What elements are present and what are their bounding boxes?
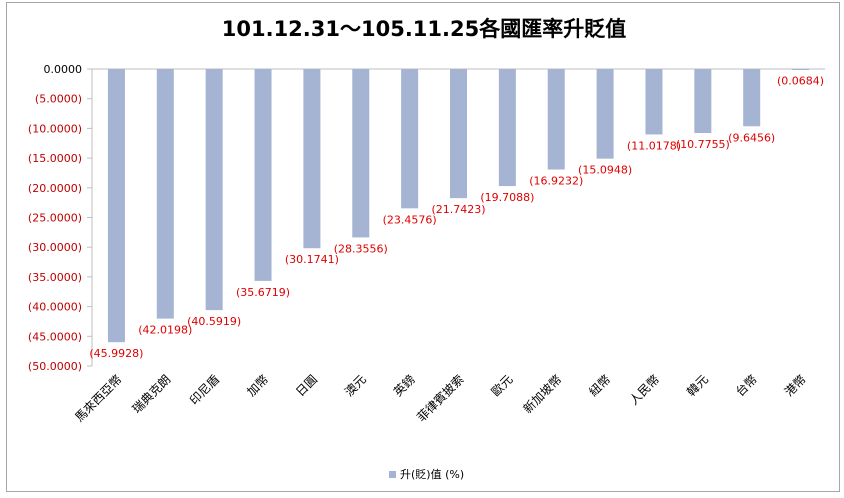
y-tick-label: (5.0000) <box>35 93 82 106</box>
data-label: (15.0948) <box>578 164 632 177</box>
category-label: 日圓 <box>293 372 320 399</box>
y-tick-label: (20.0000) <box>28 182 82 195</box>
data-label: (11.0178) <box>627 139 681 152</box>
bar <box>596 69 614 159</box>
bar <box>792 69 810 70</box>
y-tick-label: 0.0000 <box>44 63 83 76</box>
category-label: 台幣 <box>732 372 760 400</box>
bar <box>401 69 419 209</box>
chart-frame: 101.12.31～105.11.25各國匯率升貶值 0.0000 (5.0000… <box>6 2 840 492</box>
category-label: 韓元 <box>684 372 711 399</box>
bar <box>254 69 272 281</box>
category-label: 人民幣 <box>627 372 662 407</box>
data-label: (16.9232) <box>529 175 583 188</box>
y-tick-label: (35.0000) <box>28 271 82 284</box>
data-label: (45.9928) <box>89 347 143 360</box>
category-label: 馬來西亞幣 <box>72 372 124 424</box>
data-label: (35.6719) <box>236 286 290 299</box>
bar <box>645 69 663 135</box>
bar <box>450 69 467 199</box>
y-tick-label: (40.0000) <box>28 301 82 314</box>
category-label: 歐元 <box>488 372 516 400</box>
y-tick-label: (25.0000) <box>28 212 82 225</box>
bar <box>303 69 321 249</box>
category-label: 加幣 <box>244 372 271 399</box>
y-tick-label: (10.0000) <box>28 122 82 135</box>
category-label: 澳元 <box>342 372 369 399</box>
data-label: (23.4576) <box>383 213 437 226</box>
bar <box>205 69 223 311</box>
y-tick-label: (30.0000) <box>28 241 82 254</box>
y-tick-label: (15.0000) <box>28 152 82 165</box>
category-label: 新加坡幣 <box>520 372 565 417</box>
bar <box>547 69 565 170</box>
data-label: (19.7088) <box>480 191 534 204</box>
y-tick-label: (45.0000) <box>28 330 82 343</box>
category-label: 紐幣 <box>586 372 613 399</box>
category-label: 英鎊 <box>390 372 418 400</box>
chart-title: 101.12.31～105.11.25各國匯率升貶值 <box>221 17 627 41</box>
data-label: (30.1741) <box>285 253 339 266</box>
bar <box>107 69 125 343</box>
bar <box>694 69 712 134</box>
bar <box>498 69 516 187</box>
data-label: (9.6456) <box>728 131 775 144</box>
data-label: (10.7755) <box>676 138 730 151</box>
bar <box>743 69 761 127</box>
category-label: 印尼盾 <box>187 372 222 407</box>
legend-label: 升(貶)值 (%) <box>400 468 465 481</box>
category-label: 港幣 <box>782 372 809 399</box>
bar <box>352 69 370 238</box>
chart-legend: 升(貶)值 (%) <box>389 466 464 482</box>
bar <box>156 69 174 319</box>
data-label: (21.7423) <box>431 203 485 216</box>
data-label: (0.0684) <box>777 74 824 87</box>
y-tick-label: (50.0000) <box>28 360 82 373</box>
category-label: 菲律賓披索 <box>414 372 467 425</box>
legend-swatch <box>389 470 396 478</box>
bar-chart: 0.0000 (5.0000) (10.0000) (15.0000) (20.0000… <box>28 63 825 425</box>
data-label: (40.5919) <box>187 315 241 328</box>
data-label: (42.0198) <box>138 324 192 337</box>
category-label: 瑞典克朗 <box>130 372 174 416</box>
data-label: (28.3556) <box>334 242 388 255</box>
